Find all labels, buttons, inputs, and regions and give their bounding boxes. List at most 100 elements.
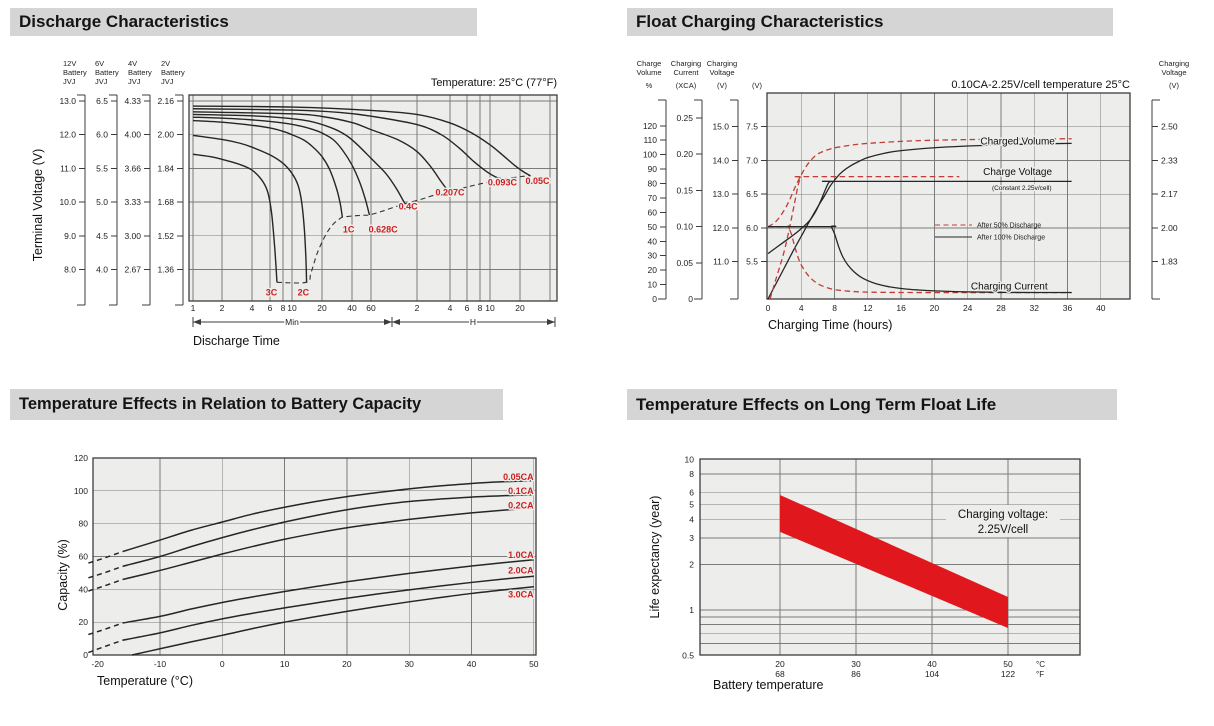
plot-border bbox=[766, 92, 1131, 300]
scale-value: 7.0 bbox=[746, 155, 758, 165]
scale-value: 6.0 bbox=[96, 130, 108, 140]
annotation-bg bbox=[946, 505, 1060, 537]
x-tick-label-c: 50 bbox=[1003, 659, 1013, 669]
scale-value: 1.83 bbox=[1161, 257, 1178, 267]
scale-value: 20 bbox=[648, 265, 658, 275]
scale-value: 3.33 bbox=[124, 197, 141, 207]
x-tick-label: 2 bbox=[220, 303, 225, 313]
series-curve bbox=[131, 585, 534, 656]
scale-header: 2V bbox=[161, 59, 170, 68]
scale-header: Voltage bbox=[709, 68, 734, 77]
x-unit-celsius: °C bbox=[1036, 660, 1045, 669]
x-tick-label: 30 bbox=[404, 659, 414, 669]
scale-value: 7.5 bbox=[746, 122, 758, 132]
scale-value: 5.5 bbox=[96, 163, 108, 173]
scale-value: 2.50 bbox=[1161, 122, 1178, 132]
series-curve bbox=[769, 175, 960, 300]
scale-header: Volume bbox=[636, 68, 661, 77]
scale-value: 0 bbox=[688, 294, 693, 304]
float-charging-chart: Charged Volume Charge Voltage (Constant 2.… bbox=[636, 59, 1189, 332]
scale-value: 90 bbox=[648, 164, 658, 174]
scale-value: 2.16 bbox=[157, 96, 174, 106]
series-curve bbox=[767, 142, 1072, 300]
curve-label: 0.628C bbox=[369, 225, 399, 235]
chart-note: 0.10CA-2.25V/cell temperature 25°C bbox=[951, 79, 1130, 91]
x-tick-label: 0 bbox=[766, 303, 771, 313]
scale-value: 1.52 bbox=[157, 231, 174, 241]
section-header-temp-capacity: Temperature Effects in Relation to Batte… bbox=[10, 389, 503, 420]
y-tick-label: 80 bbox=[79, 519, 89, 529]
y-tick-label: 3 bbox=[689, 533, 694, 543]
x-tick-label: -10 bbox=[154, 659, 167, 669]
scale-value: 2.33 bbox=[1161, 155, 1178, 165]
plot-label: (Constant 2.25v/cell) bbox=[992, 185, 1052, 192]
scale-value: 12.0 bbox=[59, 130, 76, 140]
arrowhead-icon bbox=[547, 319, 555, 325]
curve-label: 3C bbox=[266, 287, 278, 297]
series-curve bbox=[122, 479, 534, 553]
x-tick-label: 60 bbox=[366, 303, 376, 313]
axis-unit-span: Min bbox=[285, 317, 299, 327]
x-tick-label: 4 bbox=[250, 303, 255, 313]
scale-value: 4.33 bbox=[124, 96, 141, 106]
x-tick-label: 50 bbox=[529, 659, 539, 669]
curve-label: 0.207C bbox=[435, 188, 465, 198]
series-curve bbox=[192, 113, 406, 205]
scale-header: (V) bbox=[717, 81, 728, 90]
x-tick-label: 6 bbox=[465, 303, 470, 313]
curve-label: 1.0CA bbox=[508, 550, 534, 560]
scale-header: JVJ bbox=[95, 77, 108, 86]
scale-header: Charging bbox=[671, 59, 701, 68]
float-life-chart: Charging voltage:2.25V/cell1086543210.52… bbox=[648, 454, 1081, 692]
arrowhead-icon bbox=[392, 319, 400, 325]
scale-header: Charge bbox=[637, 59, 662, 68]
plot-border bbox=[188, 94, 558, 302]
scale-value: 0.15 bbox=[676, 185, 693, 195]
plot-area bbox=[189, 95, 557, 301]
x-tick-label: 20 bbox=[515, 303, 525, 313]
x-tick-label: 24 bbox=[963, 303, 973, 313]
scale-value: 60 bbox=[648, 207, 658, 217]
x-tick-label: 40 bbox=[1096, 303, 1106, 313]
y-tick-label: 20 bbox=[79, 617, 89, 627]
scale-header: 4V bbox=[128, 59, 137, 68]
x-tick-label: 28 bbox=[996, 303, 1006, 313]
series-curve bbox=[192, 116, 371, 216]
series-curve bbox=[122, 507, 534, 581]
scale-value: 0.10 bbox=[676, 222, 693, 232]
x-axis-title: Battery temperature bbox=[713, 678, 824, 692]
y-tick-label: 6 bbox=[689, 488, 694, 498]
temp-capacity-chart: 0.05CA 0.1CA 0.2CA 1.0CA 2.0CA 3.0CA -20 -10 0 10… bbox=[56, 453, 539, 688]
scale-header: (V) bbox=[752, 81, 763, 90]
scale-value: 2.00 bbox=[1161, 223, 1178, 233]
y-tick-label: 1 bbox=[689, 605, 694, 615]
plot-area bbox=[767, 93, 1130, 299]
float-life-band bbox=[780, 494, 1008, 628]
scale-value: 0.20 bbox=[676, 149, 693, 159]
curve-label: 0.2CA bbox=[508, 501, 534, 511]
plot-border bbox=[699, 458, 1081, 656]
scale-value: 110 bbox=[643, 135, 657, 145]
chart-note: Temperature: 25°C (77°F) bbox=[431, 77, 557, 89]
scale-value: 14.0 bbox=[712, 155, 729, 165]
y-tick-label: 40 bbox=[79, 584, 89, 594]
scale-value: 4.0 bbox=[96, 265, 108, 275]
scale-header: 12V bbox=[63, 59, 76, 68]
series-curve bbox=[768, 225, 1072, 294]
scale-header: JVJ bbox=[161, 77, 174, 86]
x-axis-title: Discharge Time bbox=[193, 334, 280, 348]
scale-header: Battery bbox=[95, 68, 119, 77]
series-curve bbox=[88, 622, 123, 636]
scale-value: 1.36 bbox=[157, 265, 174, 275]
scale-value: 3.66 bbox=[124, 163, 141, 173]
scale-value: 6.5 bbox=[96, 96, 108, 106]
x-tick-label: 8 bbox=[281, 303, 286, 313]
scale-header: % bbox=[646, 81, 653, 90]
x-tick-label-c: 30 bbox=[851, 659, 861, 669]
scale-value: 4.5 bbox=[96, 231, 108, 241]
curve-label: 0.05CA bbox=[503, 472, 534, 482]
annotation-text: 2.25V/cell bbox=[978, 524, 1029, 536]
y-axis-title: Terminal Voltage (V) bbox=[31, 149, 45, 262]
scale-header: Battery bbox=[161, 68, 185, 77]
